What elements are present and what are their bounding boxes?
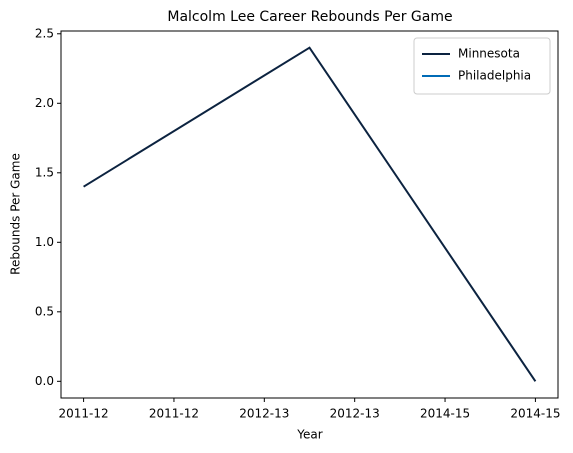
legend-box [413,37,551,95]
x-tick-label: 2014-15 [420,407,470,421]
y-tick-label: 2.5 [35,26,54,40]
x-axis-label: Year [296,428,322,442]
axes-frame [60,30,559,399]
y-tick-label: 2.0 [35,96,54,110]
legend-label: Minnesota [458,47,520,61]
x-tick-label: 2012-13 [239,407,289,421]
x-tick-label: 2011-12 [149,407,199,421]
legend-label: Philadelphia [458,69,531,83]
x-tick-label: 2012-13 [330,407,380,421]
x-tick-label: 2014-15 [510,407,560,421]
y-tick-label: 0.0 [35,374,54,388]
y-axis-label: Rebounds Per Game [9,153,23,275]
y-tick-label: 1.0 [35,235,54,249]
y-tick-label: 1.5 [35,165,54,179]
series-line [83,46,537,382]
x-tick-label: 2011-12 [59,407,109,421]
y-tick-label: 0.5 [35,304,54,318]
chart-title: Malcolm Lee Career Rebounds Per Game [167,9,452,25]
